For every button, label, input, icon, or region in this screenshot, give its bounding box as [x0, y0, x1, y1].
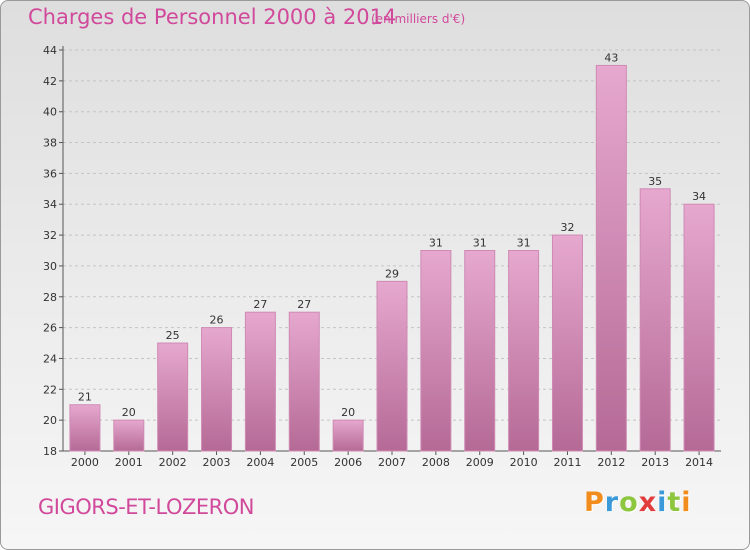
bar	[201, 327, 233, 452]
bar	[683, 203, 715, 452]
logo-letter: i	[681, 487, 692, 518]
x-tick-label: 2002	[159, 456, 187, 469]
logo-letter: r	[604, 487, 620, 518]
bar	[551, 234, 583, 452]
y-tick-label: 32	[43, 229, 57, 242]
bar-value-label: 29	[385, 267, 399, 280]
bar	[244, 311, 276, 452]
x-tick-label: 2000	[71, 456, 99, 469]
logo-letter: t	[667, 487, 682, 518]
bar	[595, 64, 627, 452]
chart-title: Charges de Personnel 2000 à 2014	[28, 5, 397, 29]
bar-value-label: 32	[560, 221, 574, 234]
y-tick-label: 28	[43, 291, 57, 304]
x-tick-label: 2006	[334, 456, 362, 469]
x-tick-label: 2014	[685, 456, 713, 469]
bar-value-label: 26	[210, 314, 224, 327]
bar-value-label: 27	[297, 298, 311, 311]
bar	[639, 188, 671, 452]
bar	[376, 280, 408, 452]
y-tick-label: 42	[43, 75, 57, 88]
proxiti-logo: Proxiti	[584, 487, 692, 518]
bar-value-label: 20	[122, 406, 136, 419]
x-tick-label: 2004	[246, 456, 274, 469]
bar	[332, 419, 364, 452]
bar-value-label: 25	[166, 329, 180, 342]
x-tick-label: 2010	[510, 456, 538, 469]
chart-subtitle: (en milliers d'€)	[371, 12, 466, 26]
bar	[288, 311, 320, 452]
logo-letter: x	[638, 487, 658, 518]
bar-value-label: 35	[648, 175, 662, 188]
y-tick-label: 36	[43, 167, 57, 180]
bar-value-label: 31	[473, 237, 487, 250]
bars	[69, 64, 715, 452]
x-tick-label: 2003	[203, 456, 231, 469]
y-tick-label: 30	[43, 260, 57, 273]
y-tick-label: 20	[43, 414, 57, 427]
labels: 18 20 22 24 26 28 30 32 34 36 38 40 42 44 21 2000 20 2001…	[43, 44, 713, 469]
x-tick-label: 2005	[290, 456, 318, 469]
x-tick-label: 2008	[422, 456, 450, 469]
bar	[113, 419, 145, 452]
bar-value-label: 27	[253, 298, 267, 311]
bar-value-label: 43	[604, 51, 618, 64]
x-tick-label: 2009	[466, 456, 494, 469]
x-tick-label: 2007	[378, 456, 406, 469]
logo-letter: P	[584, 487, 605, 518]
bar-value-label: 31	[429, 237, 443, 250]
bar	[464, 250, 496, 452]
bar	[508, 250, 540, 452]
y-tick-label: 24	[43, 352, 57, 365]
y-tick-label: 38	[43, 137, 57, 150]
y-tick-label: 22	[43, 383, 57, 396]
y-tick-label: 18	[43, 445, 57, 458]
x-tick-label: 2012	[597, 456, 625, 469]
bar-value-label: 21	[78, 391, 92, 404]
municipality-name: GIGORS-ET-LOZERON	[38, 495, 254, 519]
y-tick-label: 34	[43, 198, 57, 211]
bar	[157, 342, 189, 452]
bar	[420, 250, 452, 452]
bar-value-label: 34	[692, 190, 706, 203]
y-tick-label: 44	[43, 44, 57, 57]
x-tick-label: 2013	[641, 456, 669, 469]
x-tick-label: 2001	[115, 456, 143, 469]
y-tick-label: 26	[43, 322, 57, 335]
x-tick-label: 2011	[553, 456, 581, 469]
bar-value-label: 31	[517, 237, 531, 250]
logo-letter: o	[619, 487, 639, 518]
bar-value-label: 20	[341, 406, 355, 419]
y-tick-label: 40	[43, 106, 57, 119]
logo-letter: i	[657, 487, 668, 518]
bar	[69, 404, 101, 452]
